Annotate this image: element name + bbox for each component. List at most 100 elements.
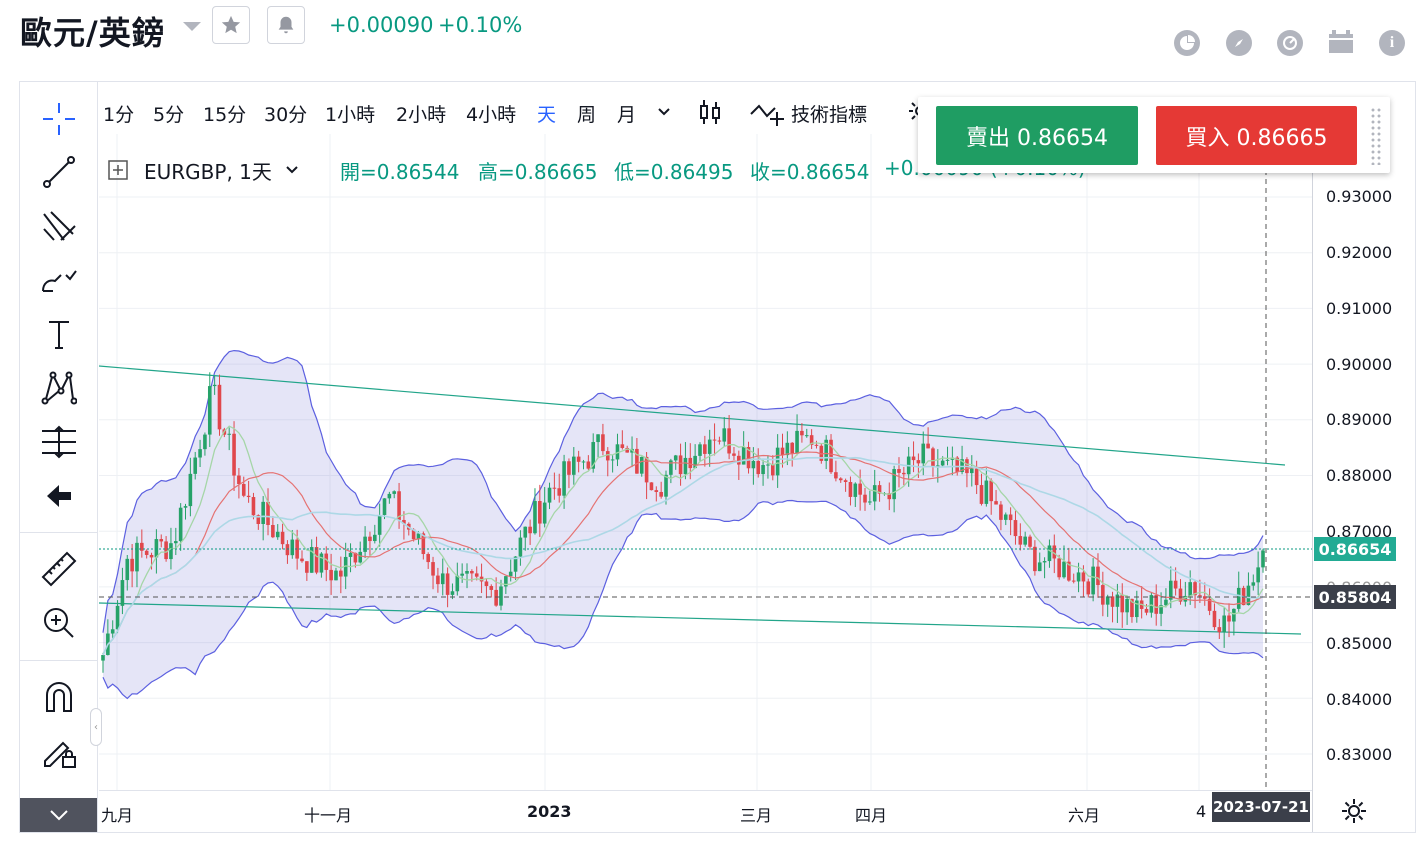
candle-body [319, 553, 324, 573]
candle-body [377, 514, 382, 535]
compass-icon[interactable] [1226, 30, 1252, 56]
gauge-icon[interactable] [1277, 30, 1303, 56]
tf-1mn[interactable]: 月 [617, 104, 637, 126]
candle-body [605, 451, 610, 461]
candle-body [902, 472, 906, 475]
chart-settings-button[interactable] [1340, 797, 1368, 825]
tf-1d[interactable]: 天 [537, 104, 557, 126]
alert-button[interactable] [267, 6, 305, 44]
tf-2h[interactable]: 2小時 [396, 104, 447, 126]
candle-body [465, 571, 469, 574]
candle-body [203, 434, 207, 450]
buy-button[interactable]: 買入 0.86665 [1156, 106, 1357, 165]
pattern-tool[interactable] [20, 363, 98, 413]
candle-body [343, 556, 348, 577]
candle-body [683, 457, 688, 475]
back-tool[interactable] [20, 471, 98, 521]
candle-body [620, 444, 625, 448]
candle-body [436, 575, 440, 585]
candle-body [431, 562, 435, 576]
brush-tool[interactable] [20, 255, 98, 305]
candle-body [945, 459, 950, 461]
candle-body [625, 447, 629, 453]
chevron-down-icon[interactable] [286, 166, 298, 174]
candle-body [271, 525, 275, 538]
candle-body [324, 553, 329, 570]
candle-body [101, 655, 105, 661]
tf-1m[interactable]: 1分 [103, 104, 135, 126]
candle-body [494, 589, 498, 606]
tf-30m[interactable]: 30分 [264, 104, 308, 126]
calendar-icon[interactable] [1328, 30, 1354, 54]
crosshair-tool[interactable] [20, 94, 98, 144]
candle-body [232, 433, 236, 476]
candle-body [120, 580, 125, 606]
favorite-button[interactable] [212, 6, 250, 44]
symbol-label[interactable]: EURGBP, 1天 [144, 160, 272, 184]
candle-body [372, 534, 377, 542]
price-label: 0.91000 [1326, 299, 1393, 318]
tf-1w[interactable]: 周 [577, 104, 597, 126]
magnet-icon [46, 682, 72, 712]
candles-icon[interactable] [699, 98, 721, 126]
magnet-tool[interactable] [20, 672, 98, 722]
candle-body [1101, 585, 1105, 605]
candle-body [1130, 598, 1134, 618]
time-axis[interactable]: 九月 十一月 2023 三月 四月 六月 4 [99, 790, 1312, 832]
price-axis[interactable]: 0.93000 0.92000 0.91000 0.90000 0.89000 … [1312, 135, 1416, 790]
lock-drawing-tool[interactable] [20, 726, 98, 776]
candle-body [1003, 514, 1008, 520]
tf-5m[interactable]: 5分 [153, 104, 185, 126]
candle-body [513, 556, 518, 572]
sidebar-collapse-button[interactable]: ‹ [90, 708, 102, 746]
candle-body [1091, 566, 1095, 595]
indicators-button[interactable]: 技術指標 [791, 104, 868, 126]
candle-body [1135, 600, 1139, 618]
candle-body [387, 493, 392, 499]
chevron-down-icon[interactable] [657, 107, 671, 117]
candle-body [940, 460, 945, 466]
trend-line-tool[interactable] [20, 147, 98, 197]
price-chart[interactable] [99, 134, 1312, 790]
price-change-abs: +0.00090 [329, 13, 434, 37]
ruler-tool[interactable] [20, 544, 98, 594]
more-tools-button[interactable] [20, 798, 97, 832]
time-label: 九月 [101, 806, 134, 825]
zoom-tool[interactable] [20, 598, 98, 648]
candle-body [1227, 615, 1231, 622]
candle-body [761, 465, 765, 475]
candle-body [785, 442, 790, 456]
candle-body [353, 552, 358, 563]
measure-tool[interactable] [20, 417, 98, 467]
tf-4h[interactable]: 4小時 [466, 104, 517, 126]
text-tool[interactable] [20, 309, 98, 359]
candle-body [508, 571, 513, 577]
fib-tool[interactable] [20, 201, 98, 251]
candle-body [174, 541, 178, 544]
candle-body [1149, 595, 1154, 613]
sell-button[interactable]: 賣出 0.86654 [936, 106, 1138, 165]
candle-body [1057, 558, 1061, 578]
candle-body [309, 547, 314, 573]
expand-icon[interactable] [108, 160, 128, 180]
pie-chart-icon[interactable] [1174, 30, 1200, 56]
indicators-icon[interactable] [749, 98, 785, 128]
tf-15m[interactable]: 15分 [203, 104, 247, 126]
candle-body [426, 554, 430, 563]
drag-handle-icon[interactable] [1370, 107, 1382, 165]
candle-body [688, 457, 693, 469]
symbol-dropdown-icon[interactable] [183, 22, 201, 31]
candle-body [916, 460, 921, 464]
candle-body [552, 487, 557, 489]
current-price-tag: 0.86654 [1314, 537, 1396, 561]
candle-body [1023, 536, 1027, 545]
candle-body [237, 475, 241, 485]
time-label: 六月 [1068, 806, 1101, 825]
info-icon[interactable]: i [1379, 30, 1405, 56]
candle-body [479, 576, 484, 582]
candle-body [707, 439, 712, 454]
candle-body [654, 490, 659, 492]
candle-body [246, 495, 251, 498]
price-change-pct: +0.10% [438, 13, 523, 37]
tf-1h[interactable]: 1小時 [325, 104, 376, 126]
